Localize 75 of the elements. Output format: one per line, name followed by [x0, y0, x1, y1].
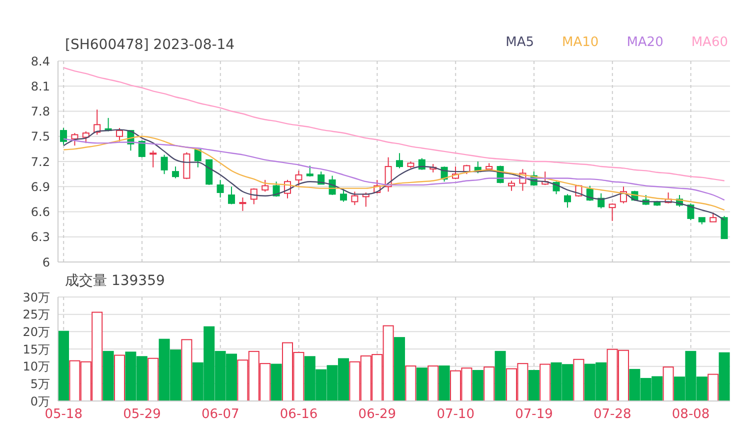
- candlestick: [172, 166, 179, 179]
- bar: [708, 374, 719, 401]
- bar: [394, 337, 405, 401]
- x-tick-label: 05-29: [123, 407, 161, 422]
- candlestick: [564, 194, 571, 208]
- x-tick-label: 06-07: [202, 407, 240, 422]
- y-tick-label: 6.3: [30, 230, 50, 244]
- x-tick-label: 06-16: [280, 407, 318, 422]
- candlestick: [60, 128, 67, 146]
- bar: [540, 364, 551, 401]
- chart-title: 成交量 139359: [65, 272, 165, 290]
- candlestick: [306, 165, 314, 178]
- candlestick: [351, 191, 358, 206]
- candlestick: [262, 179, 269, 192]
- candlestick: [508, 180, 515, 192]
- y-tick-label: 6.9: [30, 180, 50, 194]
- bar: [416, 368, 428, 401]
- text: MA20: [626, 35, 664, 50]
- y-tick-label: 6: [42, 255, 50, 270]
- candlestick: [228, 186, 235, 205]
- bar: [270, 364, 282, 401]
- y-tick-label: 8.4: [30, 54, 50, 68]
- text: MA5: [506, 35, 534, 50]
- bar: [484, 366, 495, 401]
- bar: [114, 354, 125, 401]
- candlestick: [71, 132, 78, 146]
- bar: [58, 330, 69, 401]
- x-tick-label: 08-08: [672, 407, 710, 422]
- y-tick-label: 8.1: [30, 79, 50, 94]
- candlestick: [720, 215, 728, 240]
- bar: [528, 370, 540, 401]
- x-tick-label: 07-19: [515, 407, 553, 422]
- y-tick-label: 25万: [22, 308, 50, 322]
- candlestick: [608, 202, 616, 222]
- candlestick: [216, 179, 224, 198]
- y-tick-label: 7.2: [30, 154, 50, 169]
- bar: [573, 358, 584, 401]
- bar: [148, 358, 159, 401]
- bar: [662, 366, 674, 401]
- candlestick: [116, 128, 123, 142]
- bar: [494, 350, 506, 401]
- y-tick-label: 7.8: [30, 104, 50, 119]
- y-tick-label: 0万: [30, 394, 50, 408]
- candlestick: [250, 188, 258, 205]
- y-tick-label: 15万: [22, 342, 50, 356]
- line-series: [63, 67, 725, 182]
- candlestick: [710, 212, 717, 222]
- text: MA60: [691, 35, 728, 50]
- candlestick: [239, 197, 246, 212]
- candlestick: [150, 150, 157, 168]
- bar: [438, 365, 450, 401]
- candlestick: [295, 170, 302, 186]
- bar: [181, 339, 192, 401]
- text: MA10: [562, 35, 599, 50]
- x-tick-label: 06-29: [358, 407, 396, 422]
- y-tick-label: 10万: [22, 360, 50, 374]
- y-tick-label: 5万: [30, 376, 50, 391]
- y-tick-label: 6.6: [30, 205, 50, 220]
- bar: [472, 370, 484, 401]
- candlestick: [138, 140, 146, 158]
- candlestick: [687, 202, 694, 221]
- x-tick-label: 05-18: [44, 407, 82, 422]
- candlestick: [396, 152, 403, 169]
- y-tick-label: 30万: [22, 290, 50, 304]
- bar: [405, 365, 416, 401]
- bar: [428, 365, 439, 401]
- candlestick: [160, 154, 168, 175]
- bar: [102, 350, 114, 401]
- chart-title: [SH600478] 2023-08-14: [65, 37, 235, 53]
- y-tick-label: 7.5: [30, 130, 50, 144]
- x-tick-label: 07-10: [436, 407, 474, 422]
- y-tick-label: 20万: [22, 324, 50, 339]
- candlestick: [340, 188, 347, 202]
- bar: [718, 352, 730, 401]
- x-tick-label: 07-28: [594, 407, 632, 422]
